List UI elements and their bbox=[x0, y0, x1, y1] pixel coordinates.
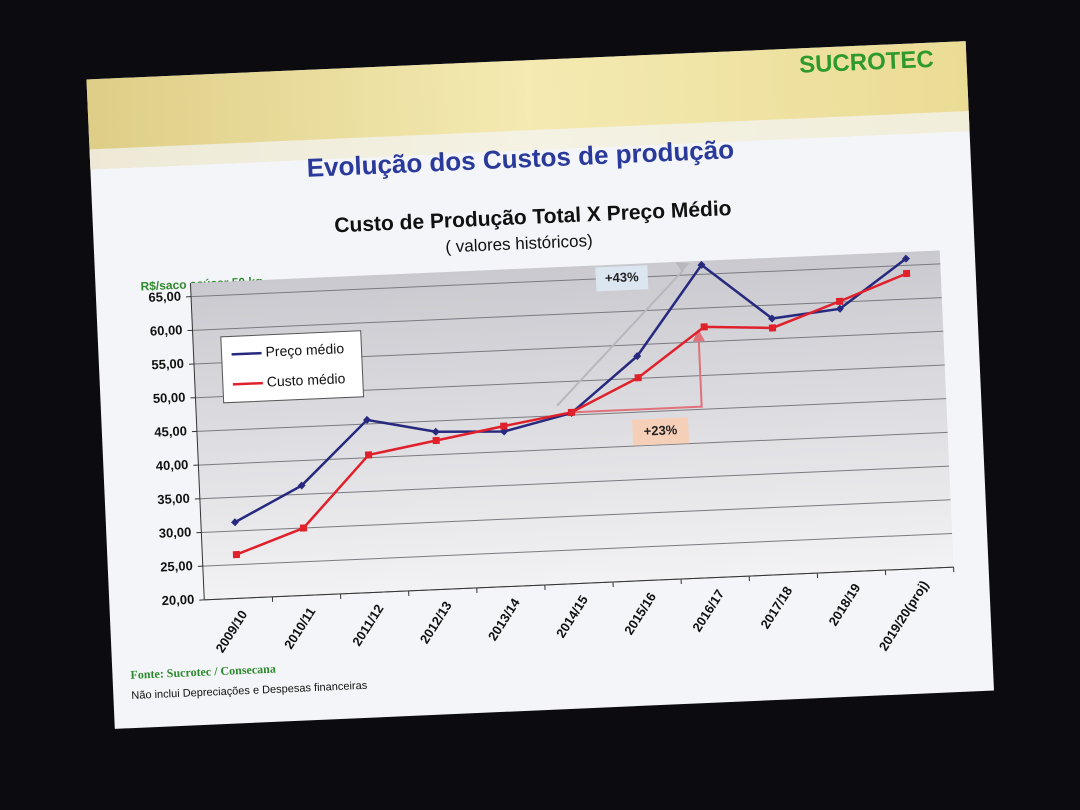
legend-line bbox=[231, 351, 262, 356]
grid-line bbox=[198, 431, 948, 466]
annotation: +23% bbox=[643, 422, 678, 438]
annotation-box bbox=[595, 265, 649, 292]
marker bbox=[901, 254, 910, 263]
marker bbox=[633, 352, 642, 361]
annotation-box bbox=[632, 417, 690, 446]
y-tick-label: 30,00 bbox=[158, 524, 191, 540]
bracket-23-head bbox=[692, 329, 705, 342]
y-tick-label: 40,00 bbox=[156, 457, 189, 473]
y-tick-label: 25,00 bbox=[160, 558, 193, 574]
bracket-23 bbox=[571, 339, 703, 414]
marker bbox=[634, 374, 642, 382]
marker bbox=[500, 422, 508, 430]
marker bbox=[835, 297, 844, 306]
arrow-43-head bbox=[675, 262, 690, 272]
grid-line bbox=[192, 297, 942, 331]
marker bbox=[835, 304, 844, 313]
marker bbox=[431, 427, 440, 436]
grid-line bbox=[199, 465, 950, 500]
grid-line bbox=[202, 532, 953, 567]
banner-fade bbox=[89, 111, 970, 170]
x-axis bbox=[204, 566, 954, 601]
y-tick-label: 20,00 bbox=[161, 592, 194, 608]
marker bbox=[432, 436, 440, 445]
marker bbox=[700, 323, 708, 331]
marker bbox=[297, 481, 306, 490]
annotation: +43% bbox=[605, 269, 640, 285]
slide: SUCROTEC Evolução dos Custos de produção… bbox=[86, 41, 994, 729]
marker bbox=[364, 451, 373, 459]
marker bbox=[768, 324, 777, 332]
legend-label: Preço médio bbox=[265, 340, 344, 359]
y-axis bbox=[189, 283, 205, 600]
legend-label: Custo médio bbox=[266, 370, 345, 389]
y-tick-label: 60,00 bbox=[150, 322, 183, 338]
y-tick-label: 50,00 bbox=[153, 390, 186, 406]
source: Fonte: Sucrotec / Consecana bbox=[130, 662, 276, 682]
y-tick-label: 35,00 bbox=[157, 491, 190, 507]
marker bbox=[231, 518, 240, 527]
marker bbox=[299, 524, 308, 532]
legend-line bbox=[232, 381, 263, 386]
marker bbox=[363, 415, 372, 424]
logo: SUCROTEC bbox=[799, 46, 935, 79]
plot-area bbox=[190, 250, 954, 600]
y-tick-label: 55,00 bbox=[151, 356, 184, 372]
marker bbox=[697, 260, 706, 269]
marker bbox=[768, 314, 777, 323]
marker bbox=[902, 269, 911, 278]
y-tick-label: 45,00 bbox=[154, 423, 187, 439]
marker bbox=[232, 550, 241, 559]
marker bbox=[567, 408, 576, 416]
grid-line bbox=[201, 499, 951, 533]
legend bbox=[220, 330, 365, 404]
grid-line bbox=[191, 263, 941, 298]
arrow-43 bbox=[556, 268, 685, 407]
y-tick-label: 65,00 bbox=[148, 289, 181, 305]
